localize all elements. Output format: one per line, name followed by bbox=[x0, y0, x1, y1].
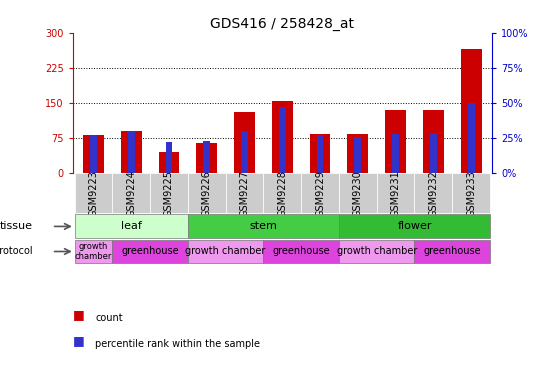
Text: greenhouse: greenhouse bbox=[424, 246, 481, 257]
Bar bbox=[377, 173, 414, 213]
Text: GSM9230: GSM9230 bbox=[353, 170, 363, 217]
Text: leaf: leaf bbox=[121, 221, 141, 231]
Text: GSM9226: GSM9226 bbox=[202, 170, 212, 217]
Text: stem: stem bbox=[249, 221, 277, 231]
Text: GSM9233: GSM9233 bbox=[466, 170, 476, 217]
Text: growth chamber: growth chamber bbox=[337, 246, 417, 257]
Text: growth protocol: growth protocol bbox=[0, 246, 33, 257]
Bar bbox=[121, 131, 141, 173]
Text: growth chamber: growth chamber bbox=[186, 246, 266, 257]
Text: GSM9225: GSM9225 bbox=[164, 170, 174, 217]
Bar bbox=[348, 134, 368, 173]
Bar bbox=[196, 143, 217, 173]
Text: GSM9224: GSM9224 bbox=[126, 170, 136, 217]
Bar bbox=[339, 214, 490, 238]
Text: ■: ■ bbox=[73, 309, 84, 321]
Bar bbox=[165, 142, 172, 173]
Bar bbox=[74, 214, 188, 238]
Bar bbox=[423, 110, 444, 173]
Bar bbox=[128, 131, 135, 173]
Bar bbox=[316, 135, 324, 173]
Bar bbox=[112, 240, 188, 262]
Bar bbox=[263, 240, 339, 262]
Bar bbox=[226, 173, 263, 213]
Text: greenhouse: greenhouse bbox=[272, 246, 330, 257]
Text: GSM9227: GSM9227 bbox=[239, 170, 249, 217]
Bar bbox=[339, 240, 414, 262]
Bar bbox=[301, 173, 339, 213]
Bar bbox=[150, 173, 188, 213]
Bar bbox=[430, 132, 437, 173]
Bar bbox=[461, 49, 481, 173]
Bar bbox=[203, 141, 210, 173]
Bar bbox=[468, 103, 475, 173]
Bar bbox=[74, 173, 112, 213]
Bar bbox=[310, 134, 330, 173]
Bar bbox=[112, 173, 150, 213]
Bar bbox=[414, 173, 452, 213]
Bar bbox=[339, 173, 377, 213]
Bar bbox=[83, 135, 104, 173]
Text: percentile rank within the sample: percentile rank within the sample bbox=[95, 339, 260, 349]
Text: GSM9223: GSM9223 bbox=[88, 170, 98, 217]
Bar bbox=[414, 240, 490, 262]
Bar bbox=[234, 112, 255, 173]
Bar bbox=[90, 135, 97, 173]
Bar bbox=[452, 173, 490, 213]
Bar bbox=[263, 173, 301, 213]
Bar bbox=[279, 107, 286, 173]
Text: flower: flower bbox=[397, 221, 432, 231]
Text: GSM9231: GSM9231 bbox=[391, 170, 401, 217]
Text: growth
chamber: growth chamber bbox=[75, 242, 112, 261]
Text: tissue: tissue bbox=[0, 221, 33, 231]
Bar bbox=[159, 152, 179, 173]
Text: GSM9232: GSM9232 bbox=[428, 170, 438, 217]
Title: GDS416 / 258428_at: GDS416 / 258428_at bbox=[210, 16, 354, 30]
Bar bbox=[188, 214, 339, 238]
Bar bbox=[385, 110, 406, 173]
Text: greenhouse: greenhouse bbox=[121, 246, 179, 257]
Text: GSM9228: GSM9228 bbox=[277, 170, 287, 217]
Bar bbox=[188, 173, 226, 213]
Bar bbox=[272, 101, 293, 173]
Text: count: count bbox=[95, 313, 122, 324]
Text: ■: ■ bbox=[73, 334, 84, 347]
Bar bbox=[354, 137, 361, 173]
Bar bbox=[392, 134, 399, 173]
Bar bbox=[74, 240, 112, 262]
Text: GSM9229: GSM9229 bbox=[315, 170, 325, 217]
Bar bbox=[241, 131, 248, 173]
Bar bbox=[188, 240, 263, 262]
